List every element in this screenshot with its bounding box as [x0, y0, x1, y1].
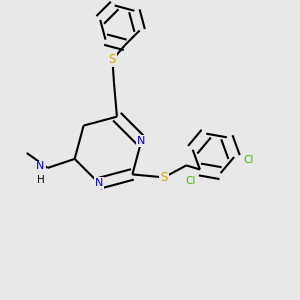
- Text: H: H: [37, 175, 45, 185]
- Text: S: S: [160, 171, 168, 184]
- Text: Cl: Cl: [185, 176, 195, 186]
- Text: N: N: [36, 161, 45, 171]
- Text: Cl: Cl: [244, 154, 254, 165]
- Text: N: N: [95, 178, 103, 188]
- Text: S: S: [109, 53, 116, 66]
- Text: N: N: [137, 136, 146, 146]
